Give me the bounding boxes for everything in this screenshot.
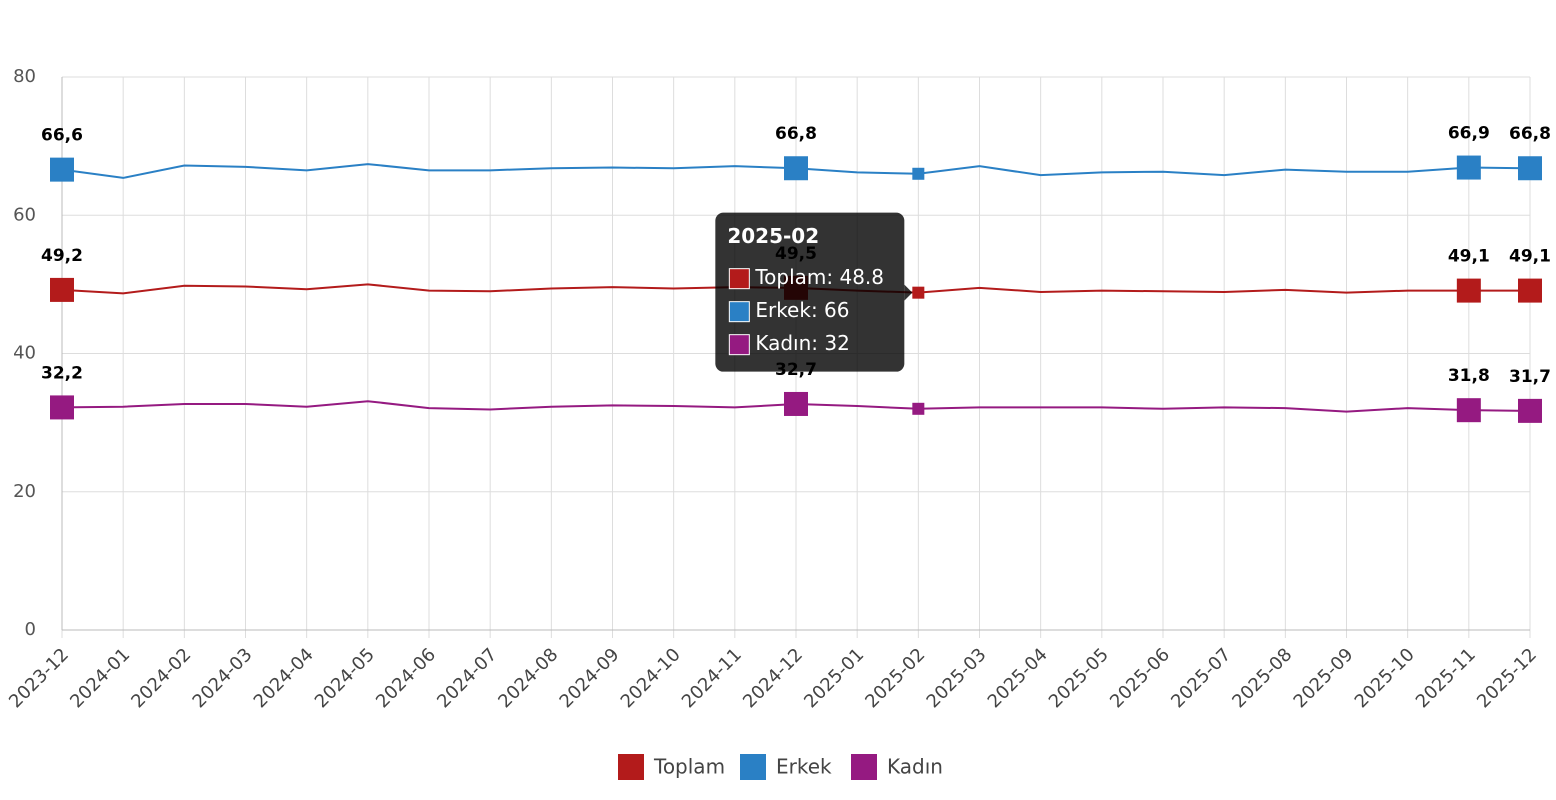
data-label: 49,1 (1448, 247, 1490, 267)
point-marker (50, 277, 74, 302)
y-tick-label: 60 (13, 204, 36, 225)
legend-label[interactable]: Kadın (887, 755, 943, 779)
x-tick-label: 2025-03 (923, 644, 991, 712)
tooltip: 2025-02 Toplam: 48.8 Erkek: 66 Kadın: 32 (715, 212, 913, 372)
x-tick-label: 2024-05 (311, 644, 379, 712)
x-tick-label: 2024-06 (372, 644, 440, 712)
x-tick-label: 2024-01 (66, 644, 134, 712)
point-marker (50, 395, 74, 420)
point-marker (784, 391, 808, 416)
x-tick-label: 2025-02 (861, 644, 929, 712)
data-label: 66,9 (1448, 124, 1490, 144)
legend-swatch[interactable] (851, 754, 877, 780)
x-tick-label: 2025-07 (1167, 644, 1235, 712)
x-tick-label: 2025-10 (1351, 644, 1419, 712)
data-label: 31,8 (1448, 366, 1490, 386)
x-tick-label: 2025-01 (800, 644, 868, 712)
point-marker (1456, 398, 1481, 423)
point-marker (1518, 398, 1542, 423)
legend-label[interactable]: Toplam (653, 755, 725, 779)
data-label: 31,7 (1509, 367, 1551, 387)
legend-label[interactable]: Erkek (776, 755, 832, 779)
point-marker (1518, 278, 1542, 303)
tooltip-swatch (728, 334, 750, 356)
point-marker (784, 156, 808, 181)
tooltip-swatch (728, 301, 750, 323)
point-marker (1456, 278, 1481, 303)
data-label: 49,2 (41, 246, 83, 266)
legend-swatch[interactable] (618, 754, 644, 780)
x-tick-label: 2024-10 (617, 644, 685, 712)
legend-swatch[interactable] (740, 754, 766, 780)
data-label: 32,2 (41, 363, 83, 383)
point-marker (50, 157, 74, 182)
x-tick-label: 2024-09 (556, 644, 624, 712)
x-tick-label: 2025-09 (1290, 644, 1358, 712)
x-tick-label: 2023-12 (5, 644, 73, 712)
x-tick-label: 2024-08 (494, 644, 562, 712)
x-tick-label: 2025-08 (1228, 644, 1296, 712)
point-marker-hover (912, 286, 925, 299)
y-tick-label: 20 (13, 481, 36, 502)
data-label: 66,8 (1509, 124, 1551, 144)
tooltip-title: 2025-02 (727, 224, 819, 248)
point-marker (1518, 156, 1542, 181)
tooltip-box (715, 212, 905, 372)
tooltip-item: Kadın: 32 (755, 331, 850, 355)
y-tick-label: 40 (13, 343, 36, 364)
x-tick-label: 2025-12 (1473, 644, 1541, 712)
point-marker (1456, 155, 1481, 180)
x-tick-label: 2025-11 (1412, 644, 1480, 712)
x-tick-label: 2024-03 (189, 644, 257, 712)
tooltip-item: Toplam: 48.8 (754, 265, 884, 289)
x-tick-label: 2025-05 (1045, 644, 1113, 712)
point-marker-hover (912, 167, 925, 180)
data-label: 49,1 (1509, 247, 1551, 267)
x-tick-label: 2024-04 (250, 644, 318, 712)
data-label: 66,8 (775, 124, 817, 144)
x-tick-label: 2024-12 (739, 644, 807, 712)
x-tick-label: 2025-04 (984, 644, 1052, 712)
x-tick-label: 2024-11 (678, 644, 746, 712)
point-marker-hover (912, 402, 925, 415)
x-tick-label: 2025-06 (1106, 644, 1174, 712)
legend: Toplam Erkek Kadın (618, 754, 943, 780)
tooltip-arrow (904, 284, 913, 301)
y-tick-label: 0 (25, 619, 36, 640)
x-tick-label: 2024-02 (127, 644, 195, 712)
tooltip-item: Erkek: 66 (755, 298, 849, 322)
tooltip-swatch (728, 268, 750, 290)
x-tick-label: 2024-07 (433, 644, 501, 712)
data-label: 66,6 (41, 126, 83, 146)
y-tick-label: 80 (13, 66, 36, 87)
